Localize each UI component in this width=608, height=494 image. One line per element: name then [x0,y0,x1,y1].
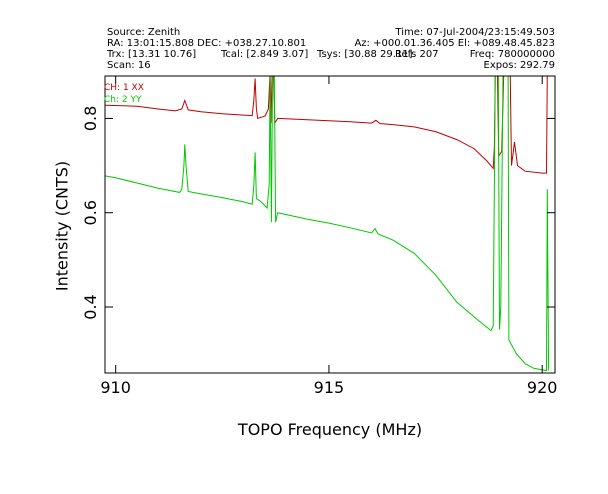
y-tick-label: 0.6 [81,200,100,225]
x-tick-label: 915 [314,378,345,397]
scan-label: Scan: 16 [107,60,151,71]
tcal-label: Tcal: [2.849 3.07] [221,49,309,60]
source-label: Source: Zenith [107,27,181,38]
freq-label: Freq: 780000000 [469,49,555,60]
overlap-label: Refs 207 [395,49,439,60]
expos-label: Expos: 292.79 [483,60,555,71]
x-tick-label: 920 [527,378,558,397]
az-el-label: Az: +000.01.36.405 El: +089.48.45.823 [354,38,555,49]
legend-ch2: Ch: 2 YY [104,95,142,105]
time-label: Time: 07-Jul-2004/23:15:49.503 [395,27,555,38]
y-tick-label: 0.8 [81,106,100,131]
x-axis-label: TOPO Frequency (MHz) [237,420,423,439]
series-line-2 [105,76,550,372]
ra-dec-label: RA: 13:01:15.808 DEC: +038.27.10.801 [107,38,307,49]
trx-label: Trx: [13.31 10.76] [107,49,197,60]
legend-ch1: CH: 1 XX [104,83,144,93]
y-tick-label: 0.4 [81,294,100,319]
series-line-1 [105,76,548,174]
plot-frame [104,75,556,374]
tsys-label: Tsys: [30.88 29.11] [317,49,413,60]
y-axis-label: Intensity (CNTS) [52,160,72,292]
x-tick-label: 910 [100,378,131,397]
